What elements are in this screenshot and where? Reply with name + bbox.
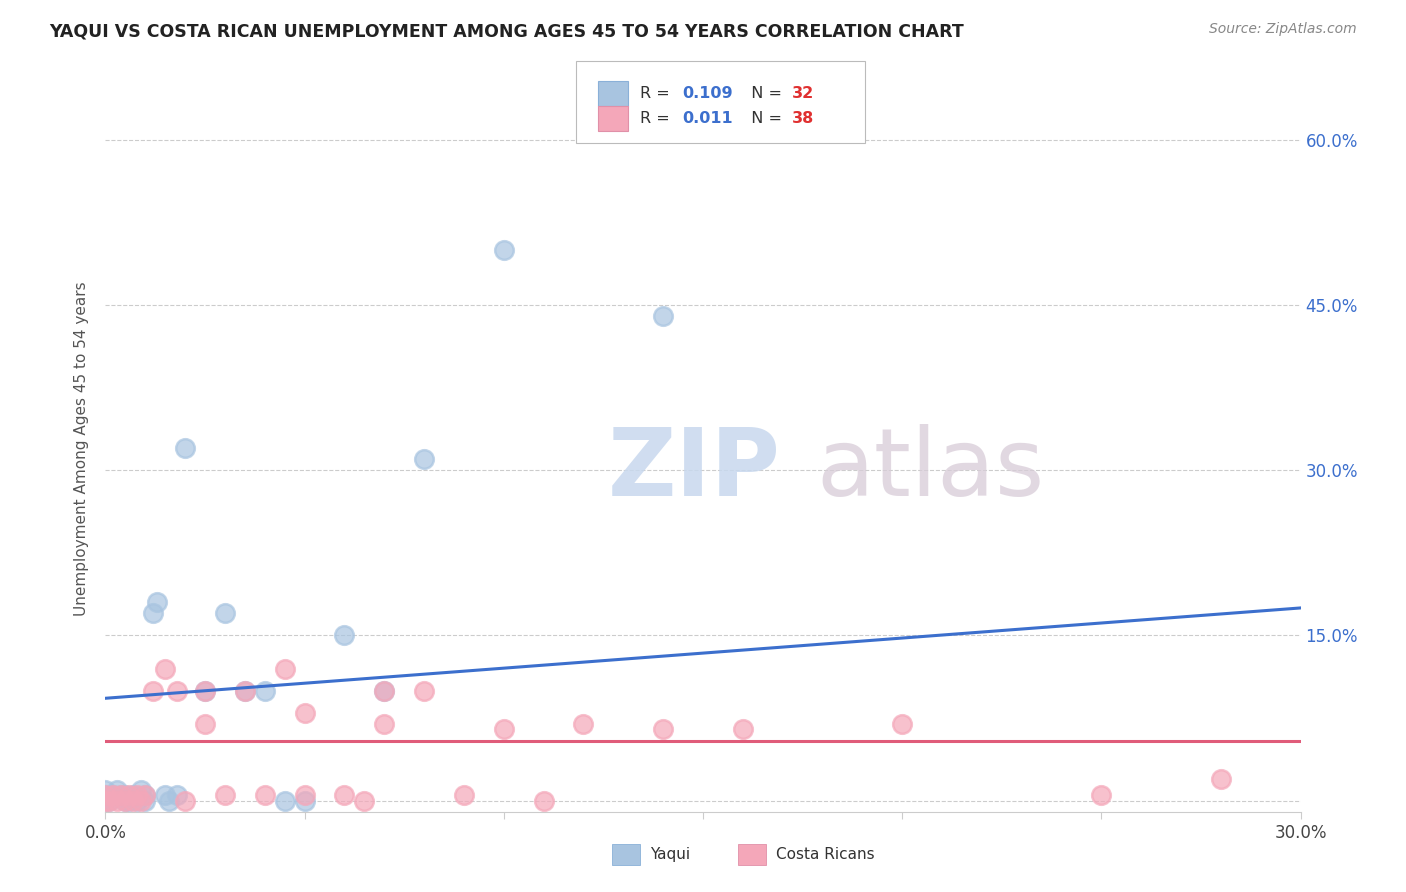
- Point: [413, 683, 436, 698]
- Point: [253, 788, 276, 802]
- Text: Source: ZipAtlas.com: Source: ZipAtlas.com: [1209, 22, 1357, 37]
- Point: [891, 716, 914, 731]
- Text: atlas: atlas: [817, 424, 1045, 516]
- Point: [142, 607, 165, 621]
- Point: [273, 661, 295, 675]
- Point: [253, 683, 276, 698]
- Point: [373, 683, 395, 698]
- Point: [731, 722, 754, 736]
- Text: N =: N =: [741, 112, 787, 126]
- Point: [353, 794, 375, 808]
- Point: [129, 794, 153, 808]
- Text: 0.109: 0.109: [682, 87, 733, 101]
- Point: [129, 782, 153, 797]
- Text: R =: R =: [640, 112, 675, 126]
- Text: 32: 32: [792, 87, 814, 101]
- Point: [652, 722, 675, 736]
- Point: [94, 788, 117, 802]
- Point: [194, 716, 217, 731]
- Text: YAQUI VS COSTA RICAN UNEMPLOYMENT AMONG AGES 45 TO 54 YEARS CORRELATION CHART: YAQUI VS COSTA RICAN UNEMPLOYMENT AMONG …: [49, 22, 965, 40]
- Point: [98, 794, 121, 808]
- Point: [114, 794, 136, 808]
- Point: [153, 788, 177, 802]
- Point: [127, 794, 149, 808]
- Text: N =: N =: [741, 87, 787, 101]
- Point: [333, 628, 356, 642]
- Point: [572, 716, 595, 731]
- Point: [103, 788, 125, 802]
- Text: 0.011: 0.011: [682, 112, 733, 126]
- Point: [273, 794, 295, 808]
- Point: [413, 452, 436, 467]
- Point: [333, 788, 356, 802]
- Point: [492, 243, 515, 257]
- Point: [122, 794, 145, 808]
- Point: [233, 683, 256, 698]
- Point: [294, 706, 316, 720]
- Point: [118, 794, 141, 808]
- Point: [373, 716, 395, 731]
- Point: [94, 794, 117, 808]
- Point: [453, 788, 475, 802]
- Point: [294, 788, 316, 802]
- Point: [110, 788, 132, 802]
- Point: [110, 788, 132, 802]
- Point: [98, 794, 121, 808]
- Point: [114, 794, 136, 808]
- Point: [214, 788, 236, 802]
- Point: [194, 683, 217, 698]
- Point: [166, 683, 188, 698]
- Point: [107, 782, 129, 797]
- Text: 38: 38: [792, 112, 814, 126]
- Point: [294, 794, 316, 808]
- Point: [122, 788, 145, 802]
- Point: [114, 788, 136, 802]
- Point: [94, 782, 117, 797]
- Point: [533, 794, 555, 808]
- Text: Costa Ricans: Costa Ricans: [776, 847, 875, 862]
- Point: [142, 683, 165, 698]
- Point: [134, 788, 156, 802]
- Point: [118, 788, 141, 802]
- Point: [1209, 772, 1232, 786]
- Point: [157, 794, 180, 808]
- Point: [373, 683, 395, 698]
- Point: [214, 607, 236, 621]
- Point: [107, 794, 129, 808]
- Point: [652, 309, 675, 323]
- Point: [174, 442, 197, 455]
- Point: [174, 794, 197, 808]
- Text: Yaqui: Yaqui: [650, 847, 690, 862]
- Y-axis label: Unemployment Among Ages 45 to 54 years: Unemployment Among Ages 45 to 54 years: [75, 281, 90, 615]
- Point: [146, 595, 169, 609]
- Point: [134, 788, 156, 802]
- Point: [194, 683, 217, 698]
- Point: [127, 788, 149, 802]
- Text: R =: R =: [640, 87, 675, 101]
- Point: [153, 661, 177, 675]
- Point: [233, 683, 256, 698]
- Point: [166, 788, 188, 802]
- Point: [134, 794, 156, 808]
- Point: [94, 794, 117, 808]
- Point: [103, 788, 125, 802]
- Point: [492, 722, 515, 736]
- Point: [1090, 788, 1112, 802]
- Text: ZIP: ZIP: [607, 424, 780, 516]
- Point: [94, 788, 117, 802]
